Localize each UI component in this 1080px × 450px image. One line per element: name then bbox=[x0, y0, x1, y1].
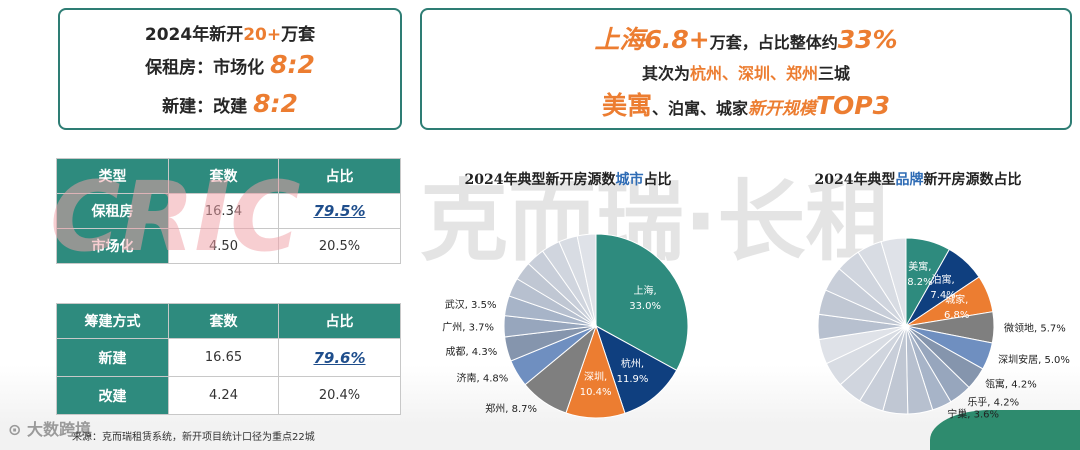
property-type-table: 类型 套数 占比 保租房 16.34 79.5% 市场化 4.50 20.5% bbox=[56, 158, 401, 264]
table-header-cell: 占比 bbox=[278, 303, 401, 339]
slice-label: 深圳, bbox=[584, 371, 607, 383]
brand-logo: ⊙ 大数跨境 bbox=[8, 416, 91, 440]
pie-slice-other bbox=[880, 237, 907, 327]
highlight-line-2: 其次为杭州、深圳、郑州三城 bbox=[422, 60, 1070, 84]
table-row: 改建 4.24 20.4% bbox=[56, 376, 401, 415]
table-row: 保租房 16.34 79.5% bbox=[56, 193, 401, 229]
slice-label: 上海, bbox=[634, 284, 657, 297]
summary-text: 万套 bbox=[281, 25, 316, 45]
logo-icon: ⊙ bbox=[8, 420, 22, 439]
table-header-cell: 筹建方式 bbox=[56, 303, 169, 339]
summary-text: 新建：改建 bbox=[162, 97, 254, 117]
construction-method-table: 筹建方式 套数 占比 新建 16.65 79.6% 改建 4.24 20.4% bbox=[56, 303, 401, 415]
summary-ratio: 8:2 bbox=[270, 50, 315, 79]
slice-label: 城家, bbox=[945, 293, 968, 306]
summary-card-right: 上海6.8+万套，占比整体约33% 其次为杭州、深圳、郑州三城 美寓、泊寓、城家… bbox=[420, 8, 1072, 130]
highlight-text-italic: 新开规模 bbox=[748, 99, 816, 119]
table-header-cell: 占比 bbox=[278, 158, 401, 194]
city-pie-chart: 2024年典型新开房源数城市占比 上海, 33.0% 杭州, 11.9% 深圳, 10.4… bbox=[442, 171, 689, 419]
summary-line-2: 保租房：市场化 8:2 bbox=[60, 50, 400, 79]
share-cell: 20.4% bbox=[278, 376, 401, 415]
row-label: 市场化 bbox=[56, 228, 169, 264]
slice-outside-label: 成都, 4.3% bbox=[445, 346, 497, 358]
share-cell: 79.6% bbox=[278, 338, 401, 377]
slice-value: 7.4% bbox=[930, 290, 955, 301]
table-header-cell: 套数 bbox=[168, 303, 279, 339]
slice-label: 杭州, bbox=[621, 357, 644, 370]
chart-title: 2024年典型品牌新开房源数占比 bbox=[815, 171, 1022, 188]
slice-outside-label: 瓴寓, 4.2% bbox=[985, 377, 1037, 390]
slice-label: 美寓, bbox=[908, 260, 931, 273]
highlight-percent: 33% bbox=[837, 25, 898, 54]
summary-card-left: 2024年新开20+万套 保租房：市场化 8:2 新建：改建 8:2 bbox=[58, 8, 402, 130]
brand-pie-chart: 2024年典型品牌新开房源数占比 美寓, 8.2%泊寓, 7.4%城家, 6.8% 微领… bbox=[815, 171, 1070, 421]
highlight-shanghai: 上海6.8+ bbox=[594, 25, 710, 54]
highlight-line-1: 上海6.8+万套，占比整体约33% bbox=[422, 20, 1070, 56]
summary-text: 保租房：市场化 bbox=[145, 58, 271, 78]
summary-text: 2024年新开 bbox=[144, 25, 244, 45]
slice-value: 10.4% bbox=[580, 387, 612, 398]
slice-outside-label: 郑州, 8.7% bbox=[485, 402, 537, 415]
table-row: 市场化 4.50 20.5% bbox=[56, 228, 401, 264]
slice-value: 8.2% bbox=[907, 277, 932, 288]
table-header-row: 筹建方式 套数 占比 bbox=[56, 303, 401, 339]
slice-value: 33.0% bbox=[629, 301, 661, 312]
table-header-row: 类型 套数 占比 bbox=[56, 158, 401, 194]
slice-outside-label: 乐乎, 4.2% bbox=[967, 396, 1019, 408]
row-label: 新建 bbox=[56, 338, 169, 377]
slice-outside-label: 济南, 4.8% bbox=[456, 371, 508, 384]
table-header-cell: 套数 bbox=[168, 158, 279, 194]
pie-slice-other bbox=[576, 233, 597, 327]
slice-outside-label: 广州, 3.7% bbox=[442, 321, 494, 333]
pie-labels: 美寓, 8.2%泊寓, 7.4%城家, 6.8% 微领地, 5.7% 深圳安居, 5.0%… bbox=[907, 260, 1070, 420]
highlight-text: 、泊寓、城家 bbox=[651, 99, 748, 118]
highlight-cities: 杭州、深圳、郑州 bbox=[689, 64, 818, 83]
highlight-text: 三城 bbox=[818, 64, 851, 83]
slice-outside-label: 微领地, 5.7% bbox=[1004, 322, 1066, 335]
pie-slices bbox=[503, 233, 689, 419]
highlight-top3: TOP3 bbox=[816, 91, 891, 120]
source-note: 来源：克而瑞租赁系统，新开项目统计口径为重点22城 bbox=[72, 432, 315, 443]
row-label: 保租房 bbox=[56, 193, 169, 229]
pie-slice-上海 bbox=[595, 233, 689, 372]
slice-value: 11.9% bbox=[617, 374, 649, 385]
pie-labels: 上海, 33.0% 杭州, 11.9% 深圳, 10.4% 郑州, 8.7% 济南, 4.8%… bbox=[442, 284, 661, 415]
logo-text: 大数跨境 bbox=[26, 420, 91, 439]
row-label: 改建 bbox=[56, 376, 169, 415]
slice-label: 泊寓, bbox=[932, 273, 955, 286]
count-cell: 16.34 bbox=[168, 193, 279, 229]
highlight-brand: 美寓 bbox=[601, 91, 652, 120]
slice-outside-label: 武汉, 3.5% bbox=[445, 298, 497, 311]
share-cell: 79.5% bbox=[278, 193, 401, 229]
summary-ratio: 8:2 bbox=[253, 89, 298, 118]
summary-line-3: 新建：改建 8:2 bbox=[60, 89, 400, 118]
slice-value: 6.8% bbox=[944, 310, 969, 321]
slice-outside-label: 宁巢, 3.6% bbox=[947, 408, 999, 421]
pie-slice-杭州 bbox=[595, 324, 678, 414]
summary-number: 20+ bbox=[243, 25, 282, 45]
share-cell: 20.5% bbox=[278, 228, 401, 264]
table-header-cell: 类型 bbox=[56, 158, 169, 194]
pie-slices bbox=[817, 237, 995, 415]
highlight-text: 其次为 bbox=[641, 64, 690, 83]
highlight-text: 万套，占比整体约 bbox=[709, 33, 838, 52]
slice-outside-label: 深圳安居, 5.0% bbox=[998, 353, 1070, 366]
count-cell: 16.65 bbox=[168, 338, 279, 377]
count-cell: 4.24 bbox=[168, 376, 279, 415]
chart-title: 2024年典型新开房源数城市占比 bbox=[465, 171, 672, 188]
summary-line-1: 2024年新开20+万套 bbox=[60, 20, 400, 45]
highlight-line-3: 美寓、泊寓、城家新开规模TOP3 bbox=[422, 86, 1070, 122]
green-corner-decoration bbox=[930, 410, 1080, 450]
table-row: 新建 16.65 79.6% bbox=[56, 338, 401, 377]
count-cell: 4.50 bbox=[168, 228, 279, 264]
